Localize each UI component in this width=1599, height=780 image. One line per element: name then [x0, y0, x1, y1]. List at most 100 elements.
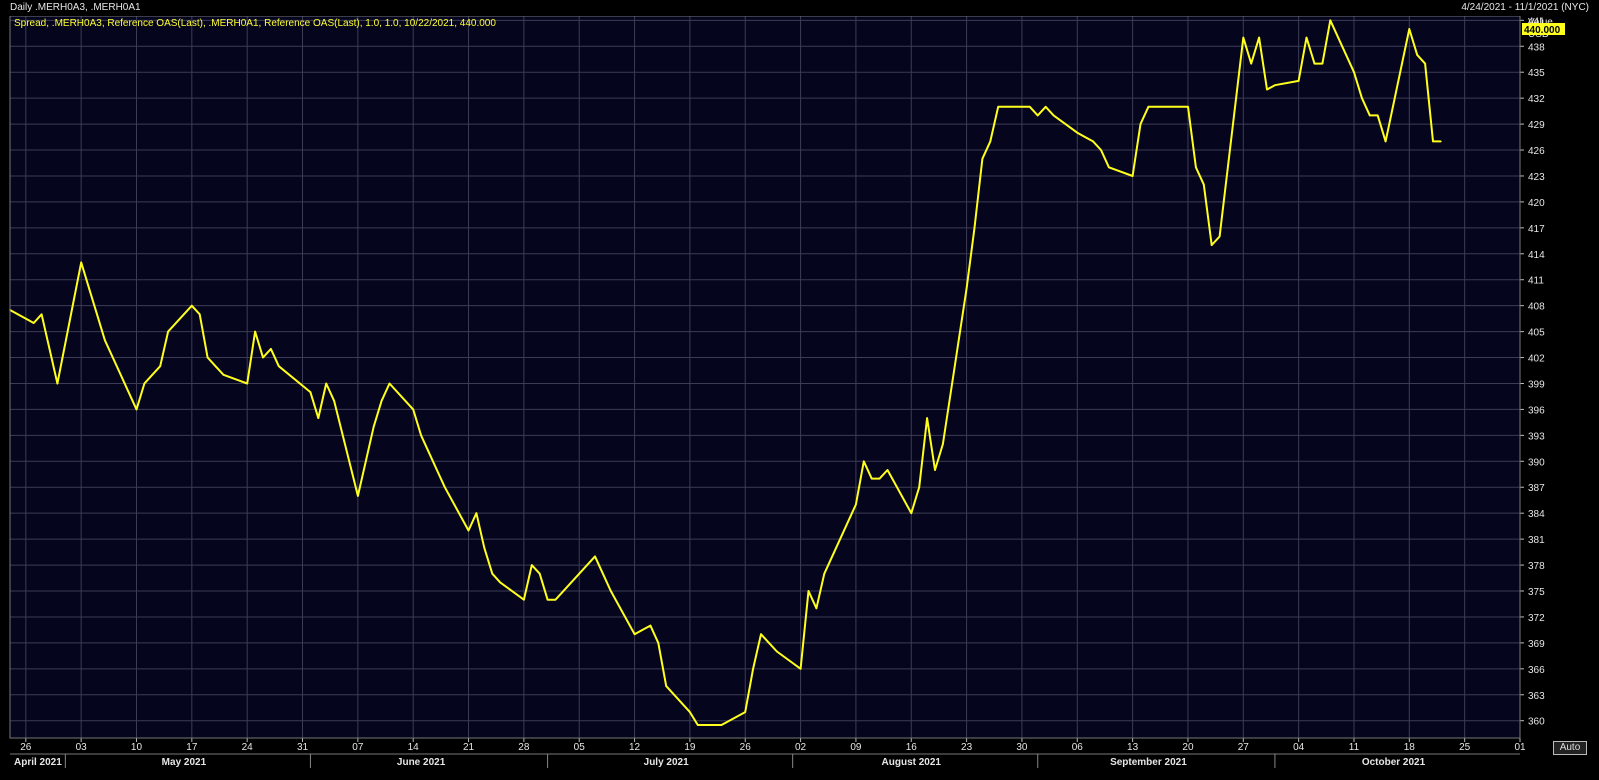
x-tick-label: 24: [242, 742, 254, 753]
data-point: [262, 356, 264, 359]
month-label: May 2021: [162, 757, 207, 768]
x-axis: 26 03 10 17 24 31 07 14 21 28 05 12 19 26 02 09 16 23 30 06…: [9, 16, 1526, 768]
data-point: [878, 477, 881, 480]
y-tick-label: 378: [1528, 561, 1545, 572]
data-point: [641, 629, 644, 631]
x-tick-label: 03: [76, 742, 88, 753]
data-point: [910, 512, 913, 514]
y-axis: 360 363 366 369 372 375 378 381 384 387 390 393 396 3…: [1520, 16, 1545, 728]
data-point: [428, 451, 430, 454]
data-point: [807, 590, 810, 592]
y-tick-label: 417: [1528, 224, 1545, 235]
data-point: [48, 348, 51, 350]
data-point: [546, 598, 549, 601]
data-point: [1210, 244, 1213, 246]
data-point: [934, 469, 936, 471]
y-tick-label: 381: [1528, 535, 1545, 546]
data-point: [981, 157, 984, 160]
data-point: [380, 400, 383, 402]
y-tick-label: 399: [1528, 379, 1545, 390]
y-tick-label: 369: [1528, 639, 1545, 650]
x-tick-label: 16: [906, 742, 918, 753]
x-tick-label: 21: [463, 742, 475, 753]
x-tick-label: 25: [1459, 742, 1471, 753]
data-point: [1408, 28, 1411, 30]
plot-border: [9, 16, 1521, 739]
data-point: [1147, 106, 1150, 108]
data-point: [989, 140, 992, 143]
x-tick-label: 26: [740, 742, 752, 753]
data-point: [973, 227, 976, 229]
data-point: [444, 486, 446, 489]
data-point: [855, 503, 857, 506]
chart-title: Daily .MERH0A3, .MERH0A1: [10, 2, 141, 13]
data-point: [697, 724, 699, 726]
data-point: [246, 382, 248, 385]
data-point: [112, 356, 114, 359]
month-label: September 2021: [1110, 757, 1187, 768]
data-point: [483, 547, 486, 549]
data-point: [96, 313, 98, 316]
data-point: [254, 330, 256, 333]
data-point: [222, 374, 225, 376]
data-point: [104, 339, 106, 342]
data-point: [823, 572, 826, 575]
y-tick-label: 405: [1528, 328, 1545, 339]
data-point: [499, 581, 502, 584]
data-point: [602, 572, 604, 575]
data-point: [198, 313, 201, 316]
x-tick-label: 07: [352, 742, 364, 753]
y-tick-label: 411: [1528, 276, 1544, 287]
x-tick-label: 02: [795, 742, 807, 753]
data-point: [633, 633, 636, 635]
x-tick-label: 09: [850, 742, 862, 753]
x-tick-label: 26: [20, 742, 32, 753]
x-tick-label: 20: [1182, 742, 1194, 753]
y-tick-label: 396: [1528, 405, 1545, 416]
data-point: [1242, 36, 1245, 39]
data-point: [523, 598, 525, 601]
data-point: [1131, 175, 1134, 177]
data-point: [159, 365, 161, 368]
x-tick-label: 28: [518, 742, 530, 753]
y-tick-label: 366: [1528, 665, 1545, 676]
x-tick-label: 17: [186, 742, 198, 753]
y-tick-label: 363: [1528, 691, 1545, 702]
data-point: [720, 724, 723, 726]
y-tick-label: 435: [1528, 68, 1545, 79]
data-point: [997, 106, 999, 108]
data-point: [704, 724, 707, 726]
y-tick-label: 384: [1528, 509, 1545, 520]
data-point: [1163, 106, 1165, 108]
data-point: [1424, 62, 1426, 65]
data-point: [365, 460, 367, 463]
data-point: [88, 287, 90, 290]
data-point: [1139, 123, 1142, 125]
x-tick-label: 30: [1016, 742, 1028, 753]
data-point: [1297, 80, 1300, 82]
data-point: [1036, 114, 1039, 117]
data-point: [1258, 36, 1260, 39]
data-point: [1021, 106, 1023, 108]
data-point: [1274, 84, 1276, 86]
auto-scale-button[interactable]: Auto: [1553, 741, 1587, 755]
data-point: [1203, 183, 1205, 186]
data-point: [420, 434, 422, 437]
month-label: April 2021: [14, 757, 62, 768]
data-point: [143, 382, 146, 385]
data-point: [167, 330, 169, 333]
x-tick-label: 10: [131, 742, 143, 753]
data-point: [1108, 166, 1110, 169]
y-tick-label: 423: [1528, 172, 1545, 183]
x-tick-label: 13: [1127, 742, 1139, 753]
y-tick-label: 441: [1528, 16, 1545, 27]
data-point: [357, 495, 359, 497]
data-point: [436, 469, 438, 471]
data-point: [278, 365, 280, 368]
data-point: [214, 365, 217, 368]
date-range: 4/24/2021 - 11/1/2021 (NYC): [1461, 2, 1589, 13]
data-point: [40, 313, 43, 316]
y-tick-label: 426: [1528, 146, 1545, 157]
data-point: [942, 443, 944, 445]
